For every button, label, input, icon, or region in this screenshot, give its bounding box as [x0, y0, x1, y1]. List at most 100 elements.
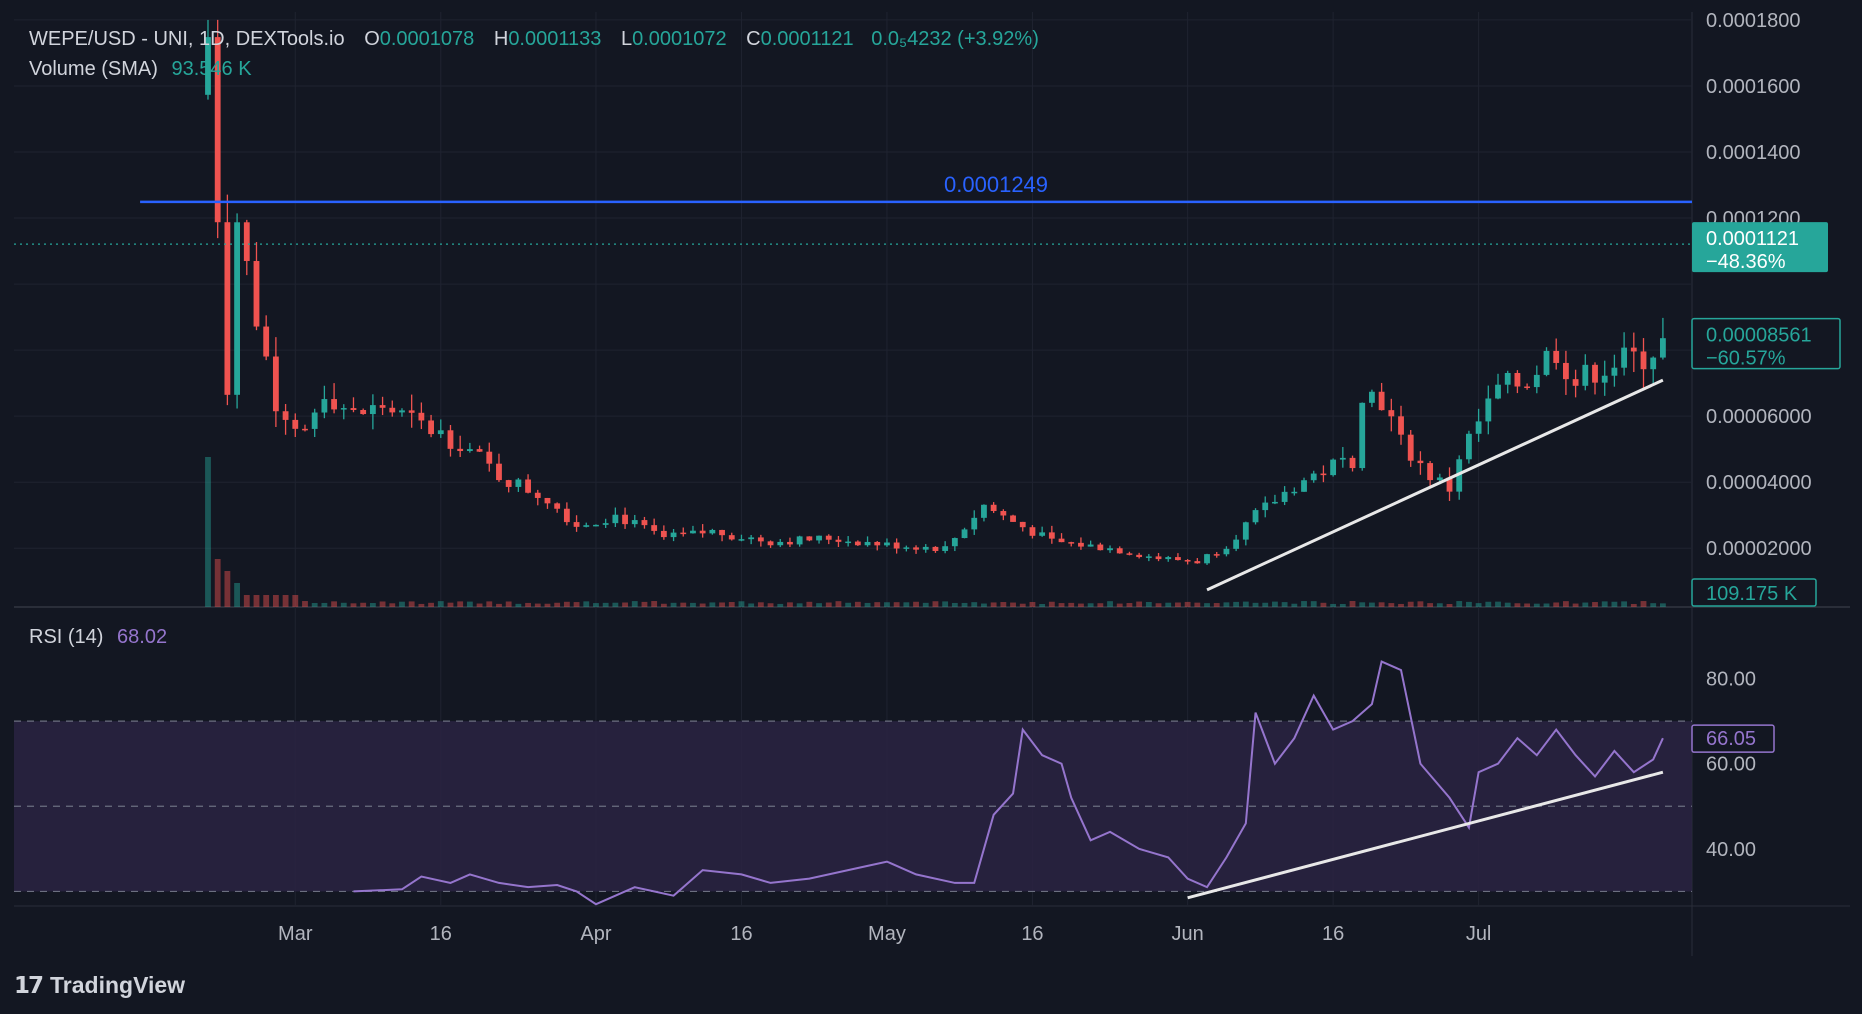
time-tick-label: 16 — [730, 923, 752, 945]
volume-bar — [379, 601, 386, 607]
candle-body — [680, 532, 687, 535]
candle-body — [1068, 542, 1075, 544]
volume-bar — [631, 601, 638, 607]
candle-body — [1611, 367, 1618, 376]
candle-body — [981, 504, 987, 518]
volume-bar — [1039, 603, 1046, 607]
candle-body — [408, 410, 415, 413]
candle-body — [292, 419, 299, 429]
candle-body — [205, 37, 211, 95]
volume-bar — [1466, 601, 1472, 607]
volume-bar — [408, 601, 415, 607]
candle-body — [1126, 553, 1133, 555]
sma-price-badge-change: −60.57% — [1706, 348, 1786, 370]
volume-bar — [748, 603, 755, 607]
ohlc-legend: WEPE/USD - UNI, 1D, DEXTools.io O 0.00010… — [29, 28, 1039, 51]
candle-body — [1427, 463, 1434, 481]
volume-label[interactable]: Volume (SMA) — [29, 58, 158, 80]
candle-body — [1369, 391, 1375, 403]
tradingview-logo[interactable]: 𝟭𝟳 TradingView — [14, 972, 185, 999]
volume-bar — [583, 601, 590, 607]
candle-body — [806, 536, 813, 541]
volume-bar — [690, 602, 696, 607]
volume-bar — [1543, 603, 1550, 607]
sma-price-badge — [1691, 317, 1841, 370]
rsi-value-badge — [1691, 724, 1775, 753]
candle-body — [1349, 457, 1356, 469]
candle-body — [1572, 379, 1579, 386]
volume-bar — [1659, 603, 1666, 607]
volume-bar — [699, 603, 706, 607]
volume-bar — [806, 601, 813, 607]
volume-bar — [1369, 602, 1375, 607]
volume-bar — [263, 595, 270, 607]
rsi-legend: RSI (14) 68.02 — [29, 626, 167, 649]
time-tick-label: Apr — [580, 923, 611, 945]
volume-bar — [1378, 602, 1385, 607]
volume-bar — [1553, 602, 1560, 607]
symbol-label[interactable]: WEPE/USD - UNI, 1D, DEXTools.io — [29, 28, 345, 50]
candle-body — [612, 514, 619, 524]
volume-bar — [1650, 603, 1657, 607]
candle-body — [457, 448, 464, 452]
volume-bar — [476, 603, 483, 607]
candle-body — [243, 222, 250, 262]
volume-bar — [311, 603, 318, 607]
candle-body — [263, 326, 270, 357]
time-tick-label: 16 — [1322, 923, 1344, 945]
volume-bar — [1359, 602, 1366, 607]
low-label: L — [620, 28, 633, 50]
volume-bar — [981, 603, 987, 607]
volume-bar — [272, 595, 279, 607]
open-label: O — [364, 28, 380, 50]
candle-body — [1339, 457, 1346, 460]
candle-body — [1155, 556, 1162, 560]
candle-body — [922, 546, 929, 550]
candle-body — [496, 463, 502, 481]
volume-bar — [951, 602, 958, 607]
volume-bar — [1000, 602, 1007, 607]
volume-bar — [457, 601, 464, 607]
candle-body — [690, 530, 696, 534]
volume-bars — [205, 457, 1666, 607]
volume-bar — [224, 571, 231, 607]
candle-body — [854, 541, 861, 546]
volume-bar — [1533, 603, 1540, 607]
volume-bar — [1349, 601, 1356, 607]
volume-bar — [1398, 603, 1404, 607]
candle-body — [1359, 402, 1366, 469]
rsi-trendline — [1187, 770, 1664, 900]
volume-bar — [670, 602, 677, 607]
rsi-tick-label: 60.00 — [1706, 754, 1756, 776]
volume-bar — [1107, 601, 1113, 607]
candle-body — [622, 514, 628, 525]
candle-body — [544, 497, 551, 504]
volume-bar — [243, 595, 250, 607]
volume-bar — [1281, 602, 1288, 607]
high-value: 0.0001133 — [508, 28, 602, 50]
volume-bar — [1504, 602, 1511, 607]
candle-body — [1417, 460, 1424, 464]
candle-body — [389, 407, 396, 413]
candle-body — [272, 356, 279, 412]
rsi-label[interactable]: RSI (14) — [29, 626, 104, 648]
sma-price-badge-text: 0.00008561 — [1706, 325, 1812, 347]
candle-body — [1145, 556, 1152, 558]
volume-bar — [350, 603, 357, 607]
volume-bar — [728, 602, 735, 607]
candle-body — [1301, 480, 1307, 492]
candle-body — [825, 535, 832, 540]
volume-bar — [544, 603, 551, 607]
volume-bar — [466, 601, 473, 607]
volume-bar — [680, 602, 687, 607]
candle-body — [360, 409, 367, 415]
candle-body — [738, 539, 745, 541]
volume-bar — [622, 602, 628, 607]
candle-body — [641, 520, 648, 526]
low-value: 0.0001072 — [632, 28, 727, 50]
candle-body — [1320, 473, 1327, 476]
volume-bar — [1204, 603, 1210, 607]
volume-bar — [554, 602, 561, 607]
candle-body — [418, 412, 425, 421]
